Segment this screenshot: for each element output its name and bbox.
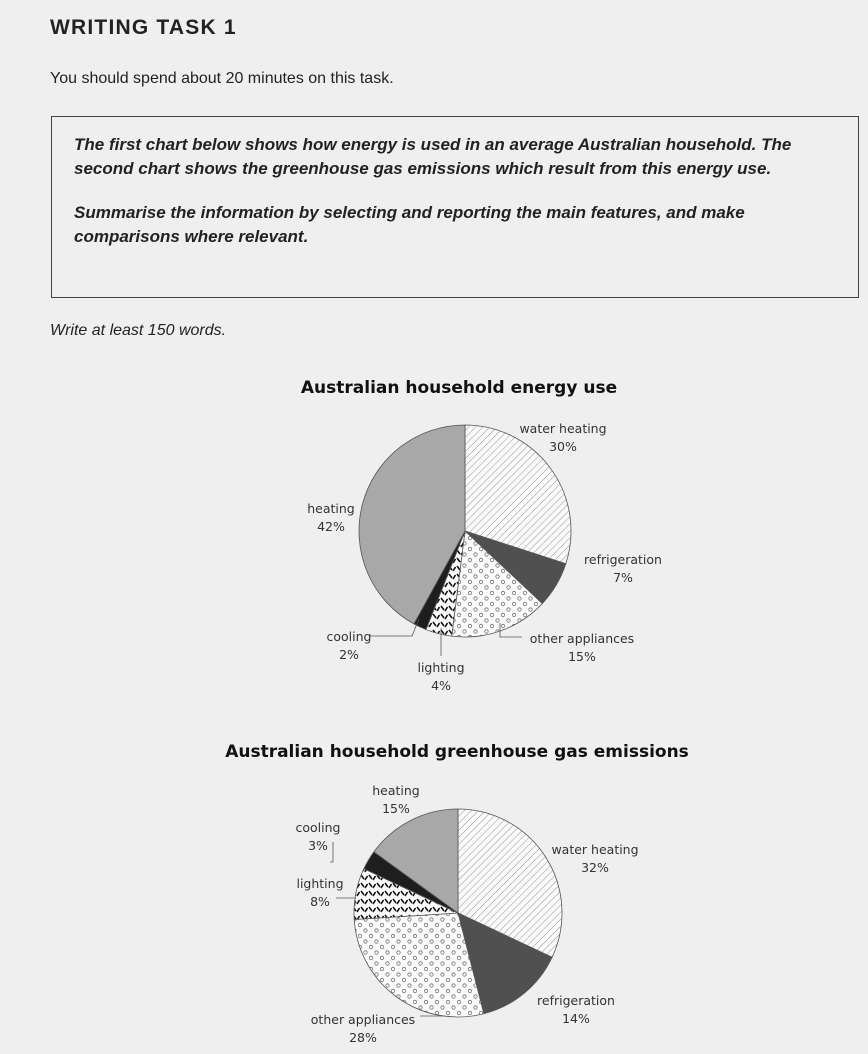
leader-line-other-appliances — [499, 623, 522, 638]
slice-label-water-heating: water heating 30% — [519, 421, 606, 454]
slice-label-cooling: cooling 3% — [296, 820, 341, 853]
pie-slice-other-appliances — [353, 912, 485, 1018]
leader-line-lighting — [336, 897, 356, 906]
slice-label-heating: heating 15% — [372, 783, 420, 816]
word-count-instruction: Write at least 150 words. — [50, 322, 227, 339]
task-prompt-box: The first chart below shows how energy i… — [51, 116, 859, 298]
pie-slice-heating — [373, 808, 459, 914]
chart-title: Australian household greenhouse gas emis… — [225, 742, 689, 762]
pie-slice-water-heating — [457, 808, 563, 958]
slice-label-heating: heating 42% — [307, 501, 355, 534]
pie-slice-refrigeration — [457, 912, 553, 1015]
slice-label-other-appliances: other appliances 28% — [311, 1012, 415, 1045]
time-instruction: You should spend about 20 minutes on thi… — [50, 70, 394, 87]
prompt-description: The first chart below shows how energy i… — [74, 135, 792, 178]
task-heading: WRITING TASK 1 — [50, 16, 237, 39]
slice-label-refrigeration: refrigeration 7% — [584, 552, 662, 585]
emissions-pie-chart: Australian household greenhouse gas emis… — [225, 742, 689, 1045]
energy-use-pie-chart: Australian household energy use water hea… — [301, 378, 662, 693]
pie-slice-other-appliances — [451, 530, 543, 638]
slice-label-refrigeration: refrigeration 14% — [537, 993, 615, 1026]
chart-title: Australian household energy use — [301, 378, 617, 398]
leader-line-cooling — [369, 618, 420, 637]
slice-label-lighting: lighting 4% — [417, 660, 464, 693]
leader-line-cooling — [330, 842, 334, 863]
prompt-instruction: Summarise the information by selecting a… — [74, 203, 745, 246]
pie-slice-heating — [358, 424, 466, 625]
slice-label-other-appliances: other appliances 15% — [530, 631, 634, 664]
slice-label-water-heating: water heating 32% — [551, 842, 638, 875]
slice-label-lighting: lighting 8% — [296, 876, 343, 909]
pie-slice-water-heating — [464, 424, 572, 565]
slice-label-cooling: cooling 2% — [327, 629, 372, 662]
